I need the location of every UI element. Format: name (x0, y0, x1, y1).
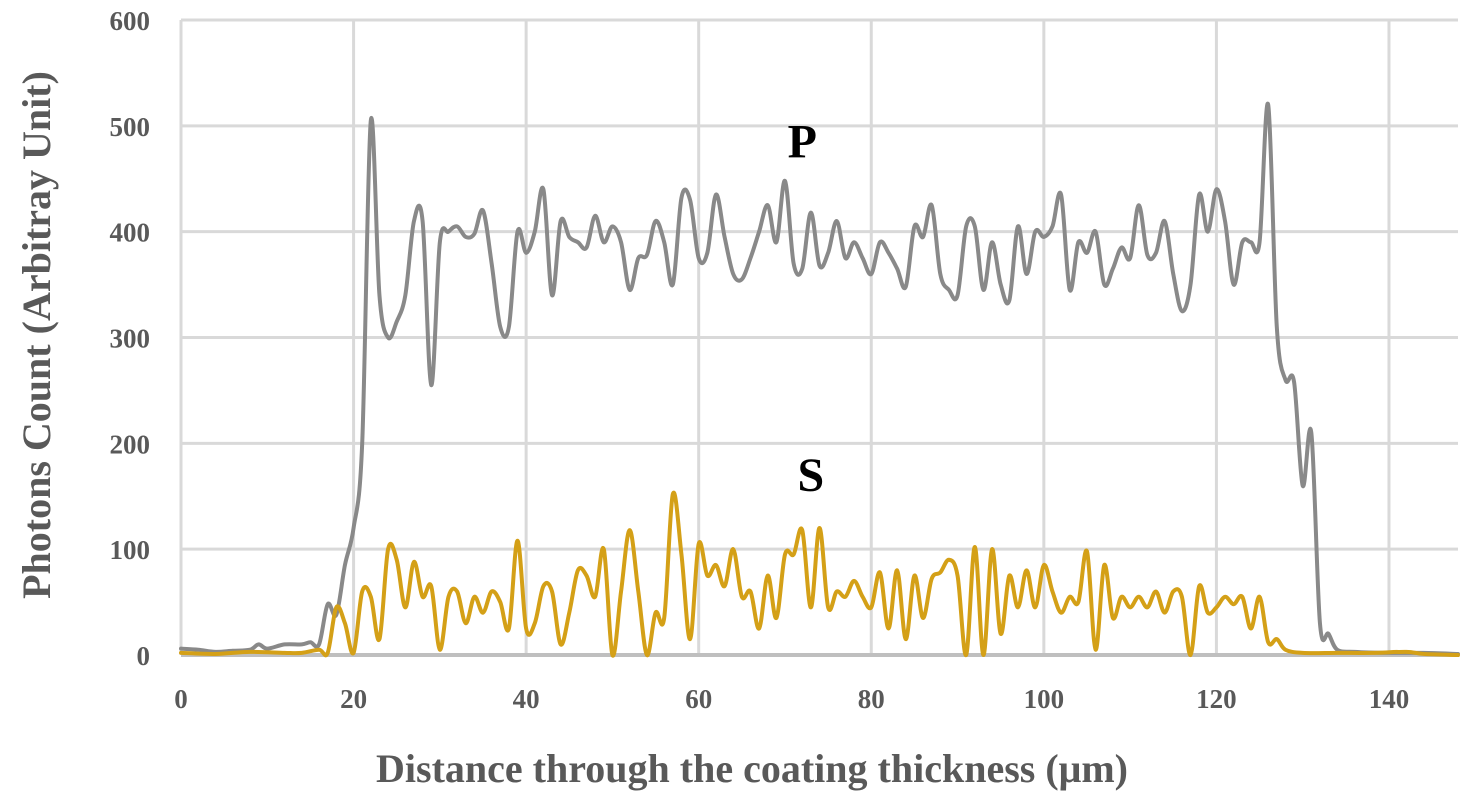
x-tick-label: 120 (1196, 684, 1237, 714)
series-annotations: PS (788, 116, 825, 502)
x-tick-label: 0 (174, 684, 188, 714)
series-line-s (179, 490, 1460, 658)
y-tick-label: 500 (110, 112, 151, 142)
x-tick-label: 20 (340, 684, 367, 714)
y-tick-label: 100 (110, 535, 151, 565)
tick-labels: 0 100 200 300 400 500 600 0 20 40 60 80 100 120 140 (110, 6, 1410, 714)
y-tick-label: 400 (110, 218, 151, 248)
y-tick-label: 300 (110, 324, 151, 354)
y-axis-title: Photons Count (Arbitray Unit) (14, 71, 59, 599)
series-line-p (179, 101, 1460, 656)
axes (179, 20, 1458, 657)
x-tick-label: 60 (685, 684, 712, 714)
x-axis-title: Distance through the coating thickness (… (376, 746, 1128, 791)
series-annotation-s: S (798, 449, 825, 502)
gridlines (179, 18, 1458, 655)
x-tick-label: 100 (1024, 684, 1065, 714)
y-tick-label: 600 (110, 6, 151, 36)
x-tick-label: 40 (513, 684, 540, 714)
x-tick-label: 140 (1369, 684, 1410, 714)
y-tick-label: 0 (137, 641, 151, 671)
x-tick-label: 80 (858, 684, 885, 714)
series-lines (179, 101, 1460, 658)
y-tick-label: 200 (110, 429, 151, 459)
series-annotation-p: P (788, 116, 817, 169)
